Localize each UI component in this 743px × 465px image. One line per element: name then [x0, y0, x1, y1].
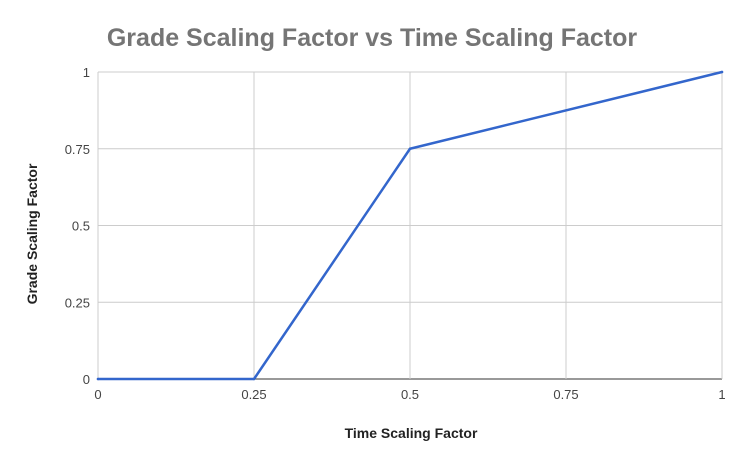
x-tick-label: 0.75: [553, 387, 578, 402]
y-tick-label: 0.5: [72, 219, 90, 234]
data-point: [96, 377, 100, 381]
x-tick-label: 0.5: [401, 387, 419, 402]
y-tick-label: 0.25: [65, 295, 90, 310]
data-point: [252, 377, 256, 381]
x-tick-label: 0: [94, 387, 101, 402]
y-tick-label: 0: [83, 372, 90, 387]
chart-title: Grade Scaling Factor vs Time Scaling Fac…: [107, 24, 638, 52]
x-tick-label: 0.25: [241, 387, 266, 402]
y-tick-label: 1: [83, 65, 90, 80]
y-axis-ticks: 0 0.25 0.5 0.75 1: [65, 65, 90, 387]
y-tick-label: 0.75: [65, 142, 90, 157]
data-point: [720, 70, 724, 74]
data-point: [408, 147, 412, 150]
series-line: [96, 70, 724, 381]
grid: [97, 71, 723, 380]
x-axis-ticks: 0 0.25 0.5 0.75 1: [94, 387, 725, 402]
series: [96, 70, 724, 381]
y-axis-label: Grade Scaling Factor: [24, 163, 40, 304]
x-axis-label: Time Scaling Factor: [345, 425, 478, 441]
x-tick-label: 1: [718, 387, 725, 402]
